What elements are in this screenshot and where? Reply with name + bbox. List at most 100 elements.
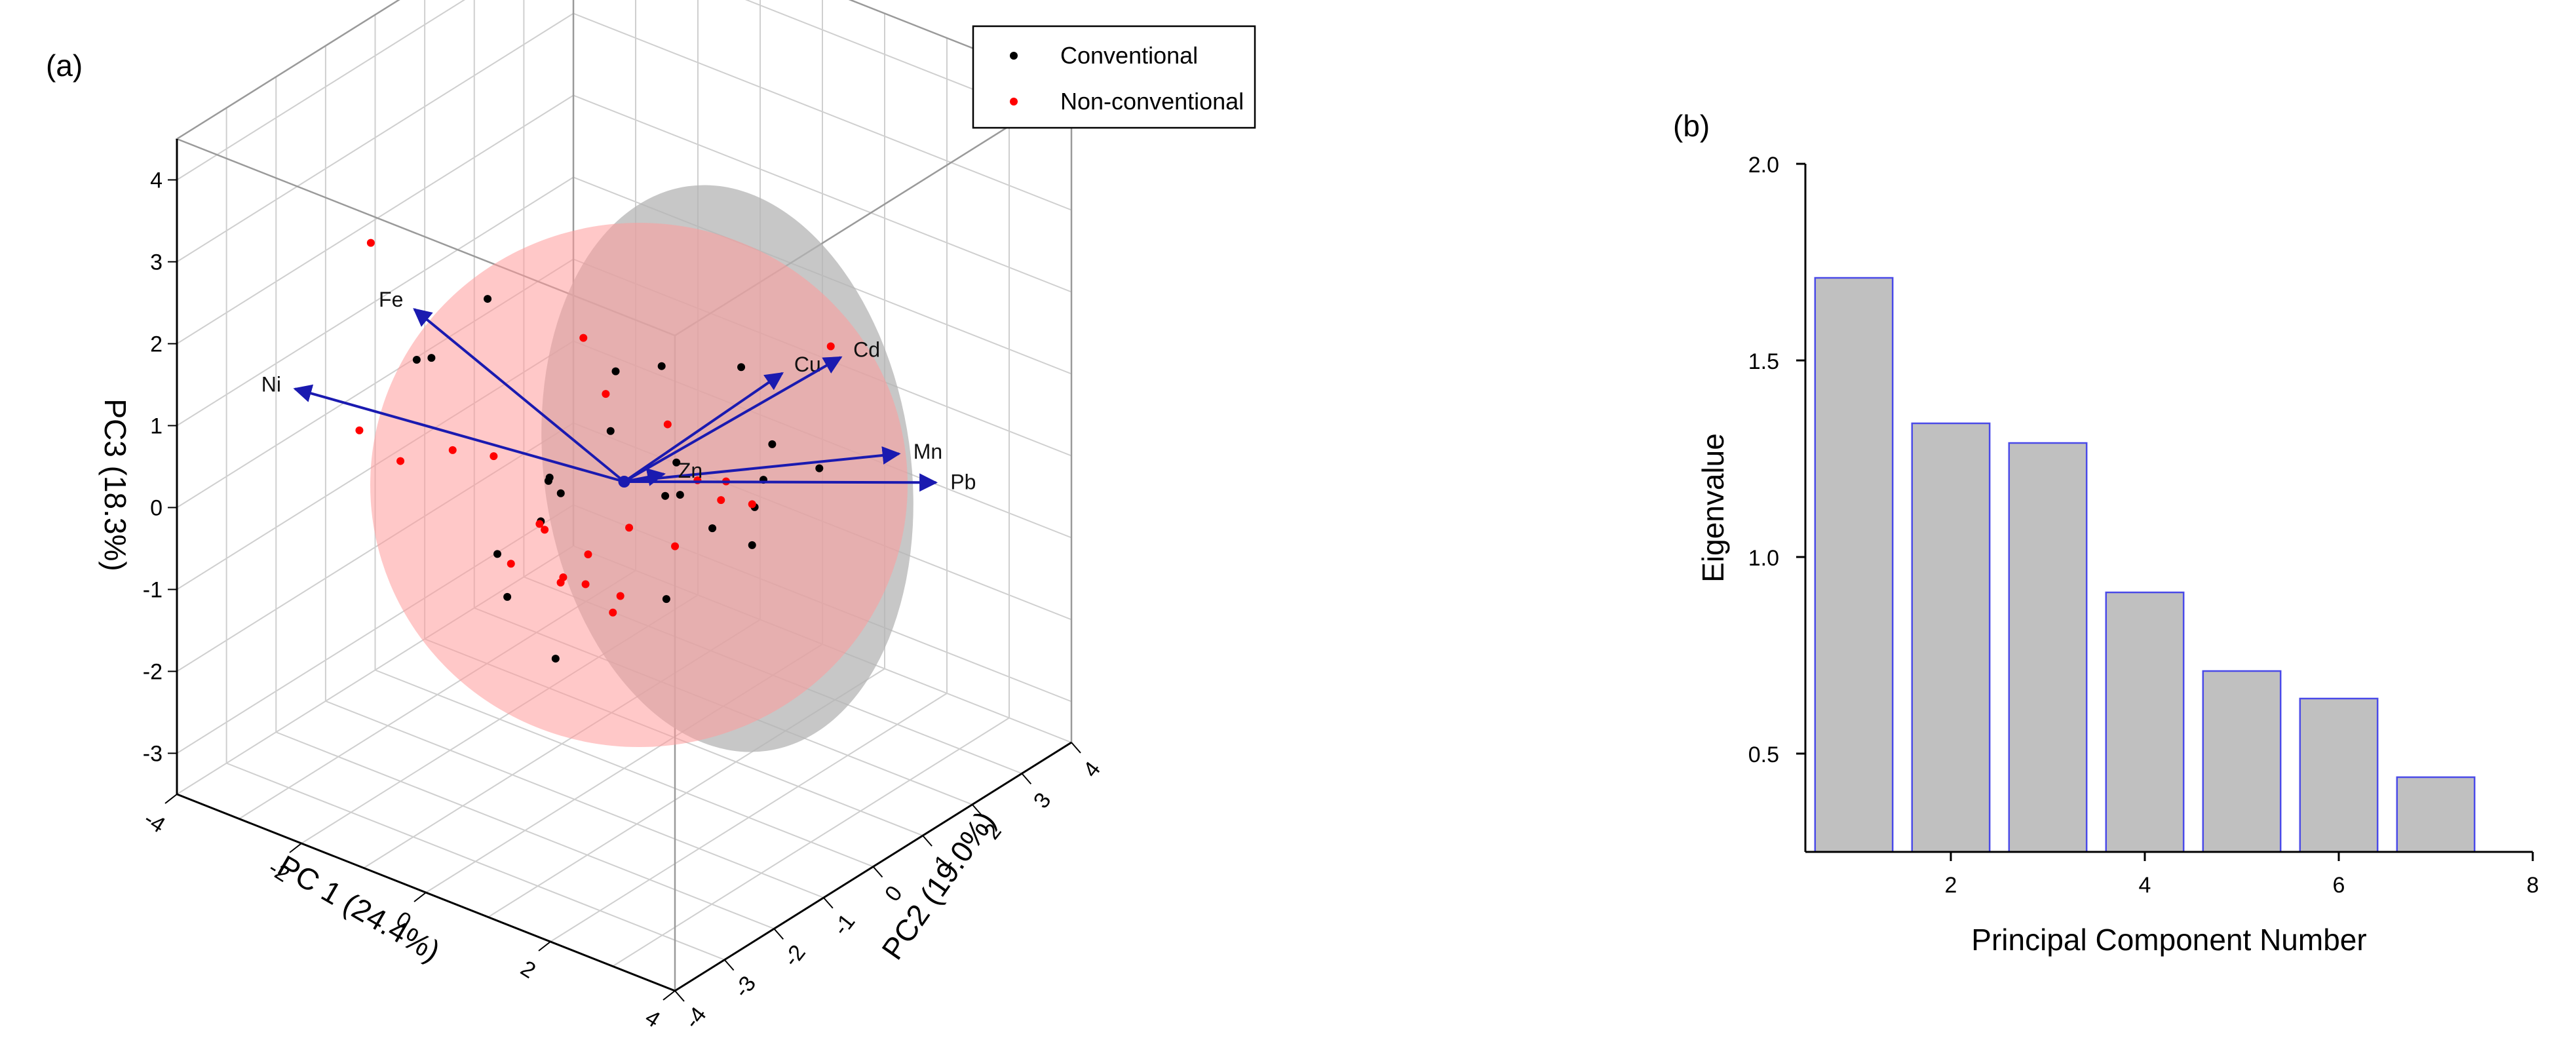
- scree-y-tick-label: 2.0: [1748, 153, 1779, 178]
- scree-y-tick-label: 1.0: [1748, 546, 1779, 571]
- wall-grid-line: [176, 0, 466, 181]
- conventional-point: [611, 367, 620, 375]
- y-tick-label: 3: [1029, 788, 1056, 813]
- scree-x-tick-label: 4: [2139, 873, 2151, 898]
- y-tick-mark: [971, 804, 982, 816]
- scree-y-tick-label: 0.5: [1748, 742, 1779, 767]
- loading-label-mn: Mn: [913, 440, 942, 463]
- scree-x-tick-label: 8: [2527, 873, 2539, 898]
- y-tick-mark: [674, 990, 685, 1002]
- loading-label-pb: Pb: [950, 470, 976, 493]
- x-tick-mark: [289, 843, 302, 853]
- conventional-point: [503, 592, 512, 601]
- non-conventional-point: [663, 420, 672, 429]
- non-conventional-point: [748, 500, 756, 509]
- y-tick-mark: [922, 835, 932, 847]
- non-conventional-point: [507, 560, 515, 568]
- non-conventional-point: [490, 452, 498, 461]
- conventional-point: [545, 473, 554, 482]
- conventional-point: [427, 354, 436, 362]
- conventional-point: [768, 440, 777, 448]
- scree-bar-7: [2396, 776, 2476, 853]
- z-tick-label: 4: [150, 168, 163, 193]
- scree-x-axis-title: Principal Component Number: [1971, 923, 2366, 957]
- scree-axes: 0.5 1.0 1.5 2.0 2 4 6 8: [1748, 153, 2539, 898]
- y-axis-title: PC2 (19.0%): [875, 805, 1002, 966]
- y-tick-label: -4: [680, 1003, 712, 1033]
- scree-y-tick-label: 1.5: [1748, 349, 1779, 374]
- wall-grid-line: [176, 94, 574, 345]
- y-tick-mark: [823, 897, 834, 909]
- non-conventional-point: [396, 457, 405, 465]
- z-axis-title: PC3 (18.3%): [98, 398, 132, 571]
- x-tick-mark: [538, 941, 551, 952]
- scree-x-tick-label: 6: [2333, 873, 2345, 898]
- non-conventional-point: [609, 608, 617, 617]
- non-conventional-point: [579, 334, 588, 342]
- panel-a-label: (a): [46, 48, 83, 83]
- panel-b-label: (b): [1673, 109, 1710, 143]
- loading-arrow-cu: [623, 372, 784, 483]
- y-tick-mark: [872, 866, 883, 878]
- z-tick-label: 3: [150, 250, 163, 275]
- y-tick-mark: [1021, 773, 1032, 785]
- non-conventional-point: [602, 390, 610, 398]
- floor-grid-line: [550, 693, 948, 942]
- floor-grid-line: [375, 669, 874, 868]
- z-tick-label: -1: [143, 578, 163, 603]
- conventional-point: [556, 489, 565, 497]
- legend: Conventional Non-conventional: [972, 25, 1256, 129]
- y-tick-label: -1: [828, 909, 860, 940]
- conventional-point: [493, 550, 501, 558]
- y-tick-mark: [723, 959, 735, 971]
- conventional-point: [657, 362, 666, 370]
- conventional-point: [606, 427, 615, 435]
- scree-bar-4: [2105, 591, 2185, 853]
- non-conventional-point: [826, 342, 835, 351]
- loading-arrow-mn: [624, 446, 901, 483]
- conventional-point: [484, 295, 492, 303]
- non-conventional-point: [717, 496, 725, 505]
- loading-arrow-fe: [413, 308, 625, 483]
- conventional-point: [815, 464, 824, 472]
- conventional-point: [551, 655, 560, 663]
- non-conventional-point: [584, 550, 592, 558]
- non-conventional-ellipsoid: [370, 223, 908, 747]
- conventional-point: [672, 458, 681, 467]
- non-conventional-point: [448, 446, 457, 454]
- non-conventional-point: [671, 542, 680, 550]
- scree-bar-1: [1814, 277, 1894, 853]
- non-conventional-point: [366, 239, 375, 247]
- y-tick-mark: [773, 928, 784, 940]
- conventional-point: [662, 595, 670, 604]
- y-tick-label: 0: [880, 881, 908, 906]
- loading-arrow-cd: [623, 356, 843, 483]
- x-tick-mark: [663, 990, 676, 1001]
- conventional-point: [676, 491, 684, 499]
- conventional-point: [412, 356, 421, 364]
- conventional-point: [708, 524, 717, 533]
- legend-marker-non-conventional: [1010, 98, 1018, 106]
- x-tick-mark: [164, 794, 178, 804]
- scree-bar-5: [2202, 670, 2282, 853]
- y-tick-mark: [1071, 742, 1081, 754]
- wall-grid-line: [176, 12, 574, 263]
- panel-a-loadings: Fe Ni Cu Cd Mn Pb Zn: [261, 288, 976, 493]
- front-floor-edges: [176, 741, 1072, 992]
- non-conventional-point: [616, 592, 625, 600]
- loading-label-fe: Fe: [379, 288, 403, 311]
- loading-label-cd: Cd: [853, 337, 880, 361]
- wall-grid-line: [573, 94, 1072, 293]
- scree-bar-6: [2299, 697, 2379, 853]
- z-tick-label: 2: [150, 332, 163, 357]
- non-conventional-point: [556, 579, 565, 587]
- non-conventional-point: [625, 524, 634, 532]
- z-tick-label: 0: [150, 496, 163, 521]
- non-conventional-point: [355, 426, 364, 434]
- x-tick-mark: [413, 892, 427, 902]
- scree-bars: [1814, 277, 2476, 853]
- non-conventional-point: [541, 526, 549, 534]
- loading-arrow-zn: [624, 468, 666, 486]
